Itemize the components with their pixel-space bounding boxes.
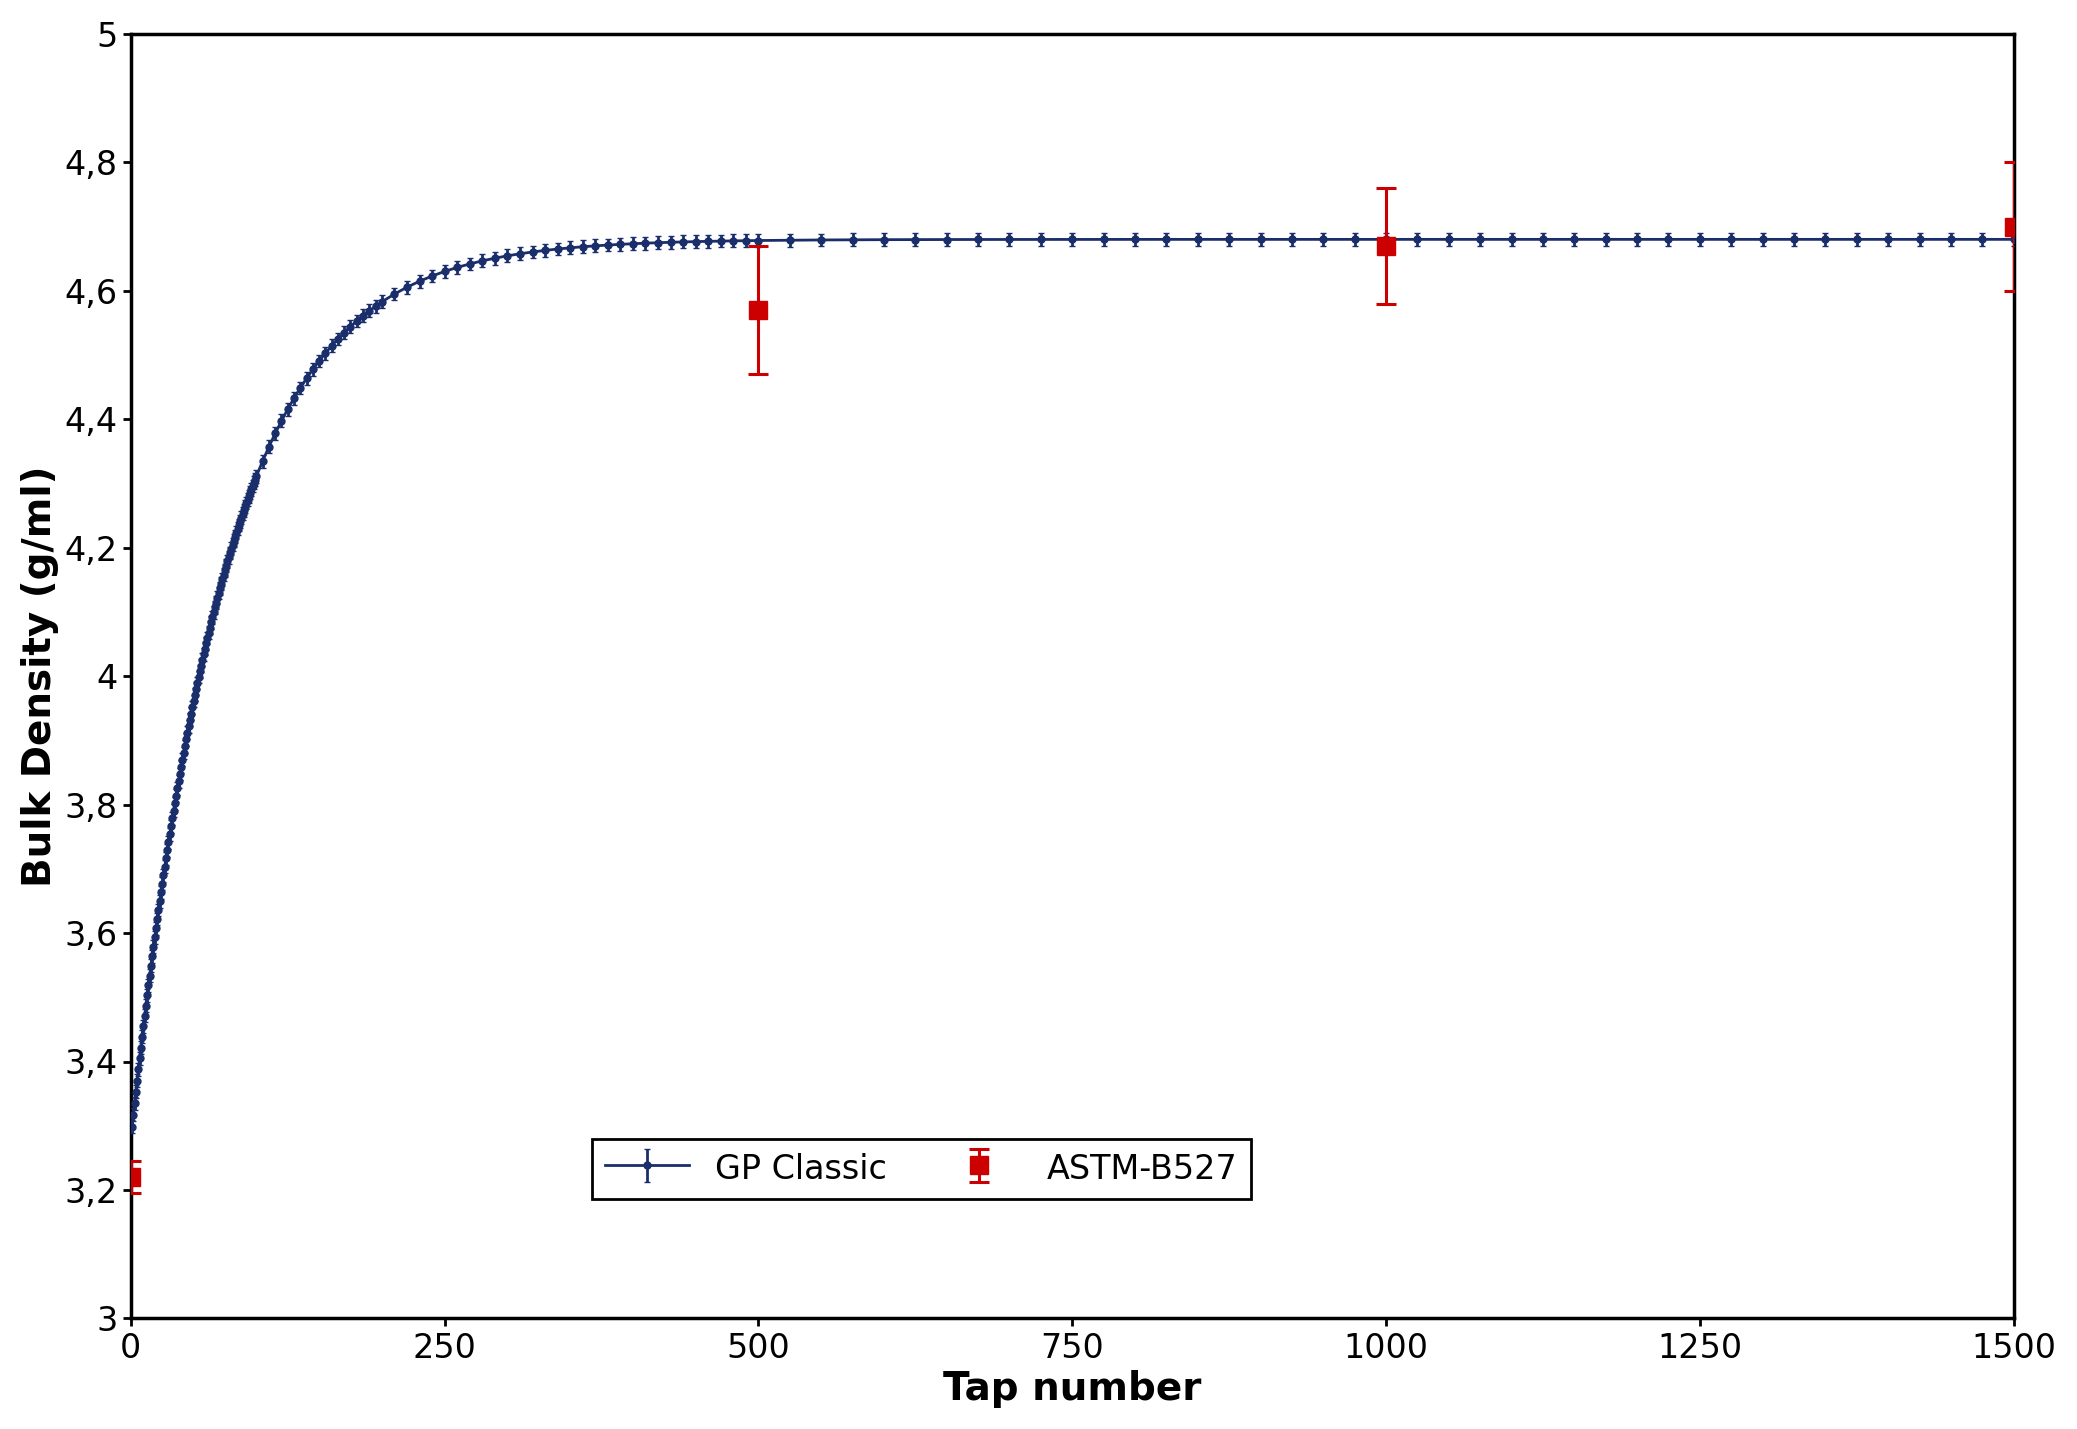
X-axis label: Tap number: Tap number bbox=[943, 1370, 1201, 1408]
Legend: GP Classic, ASTM-B527: GP Classic, ASTM-B527 bbox=[592, 1139, 1250, 1199]
Y-axis label: Bulk Density (g/ml): Bulk Density (g/ml) bbox=[21, 466, 58, 887]
